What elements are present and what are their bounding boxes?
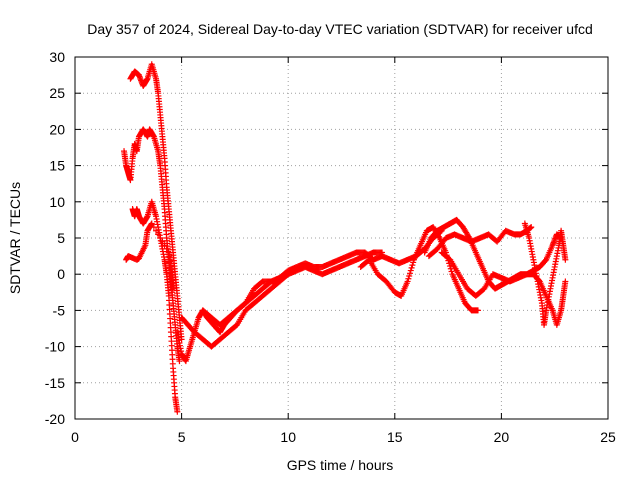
series-arc-late-b bbox=[425, 224, 535, 260]
y-tick-label: -15 bbox=[45, 375, 65, 391]
series-arc-late-d bbox=[521, 220, 569, 328]
y-tick-label: 15 bbox=[49, 158, 65, 174]
plot-frame bbox=[74, 56, 609, 420]
x-tick-label: 15 bbox=[387, 429, 403, 445]
data-point bbox=[150, 224, 157, 231]
y-tick-label: 5 bbox=[57, 230, 65, 246]
series-arc-late-c bbox=[438, 249, 569, 328]
series-arc-mid-wave bbox=[357, 224, 481, 314]
data-point bbox=[161, 242, 168, 249]
data-point bbox=[159, 238, 166, 245]
data-point bbox=[435, 233, 442, 240]
data-point bbox=[408, 264, 415, 271]
data-point bbox=[404, 278, 411, 285]
y-tick-label: -20 bbox=[45, 411, 65, 427]
y-tick-label: 10 bbox=[49, 194, 65, 210]
x-tick-label: 20 bbox=[494, 429, 510, 445]
series-arc-early-mid bbox=[121, 126, 183, 365]
y-tick-label: -5 bbox=[53, 302, 66, 318]
series-arc-early-low bbox=[129, 198, 181, 415]
y-axis-label: SDTVAR / TECUs bbox=[7, 182, 23, 294]
axis-ticks bbox=[74, 56, 609, 420]
y-tick-label: -10 bbox=[45, 339, 65, 355]
series-arc-early-high bbox=[127, 61, 185, 343]
x-axis-label: GPS time / hours bbox=[287, 457, 394, 473]
y-tick-label: 20 bbox=[49, 121, 65, 137]
data-point bbox=[409, 262, 416, 269]
data-point bbox=[174, 408, 181, 415]
y-tick-label: 25 bbox=[49, 85, 65, 101]
data-point bbox=[170, 285, 177, 292]
x-tick-label: 25 bbox=[600, 429, 616, 445]
data-point bbox=[474, 307, 481, 314]
tick-labels: 0 5 10 15 20 25 -20 -15 -10 -5 0 5 10 15 20 25 30 bbox=[45, 49, 616, 445]
data-point bbox=[148, 220, 155, 227]
y-tick-label: 30 bbox=[49, 49, 65, 65]
data-point bbox=[157, 235, 164, 241]
data-point bbox=[406, 270, 413, 277]
data-point bbox=[176, 358, 183, 365]
data-point bbox=[406, 273, 413, 280]
data-point bbox=[528, 224, 535, 231]
chart-title: Day 357 of 2024, Sidereal Day-to-day VTE… bbox=[87, 21, 593, 37]
series-arc-early-spur bbox=[123, 220, 177, 292]
data-point bbox=[163, 245, 170, 252]
data-point bbox=[410, 259, 417, 266]
data-points bbox=[121, 61, 569, 415]
y-tick-label: 0 bbox=[57, 266, 65, 282]
x-tick-label: 10 bbox=[280, 429, 296, 445]
data-point bbox=[153, 227, 160, 234]
data-point bbox=[407, 267, 414, 274]
data-point bbox=[562, 256, 569, 263]
x-tick-label: 0 bbox=[71, 429, 79, 445]
x-tick-label: 5 bbox=[178, 429, 186, 445]
data-point bbox=[448, 268, 455, 275]
data-point bbox=[562, 278, 569, 285]
data-point bbox=[155, 231, 162, 238]
data-point bbox=[178, 336, 185, 343]
data-point bbox=[405, 275, 412, 282]
